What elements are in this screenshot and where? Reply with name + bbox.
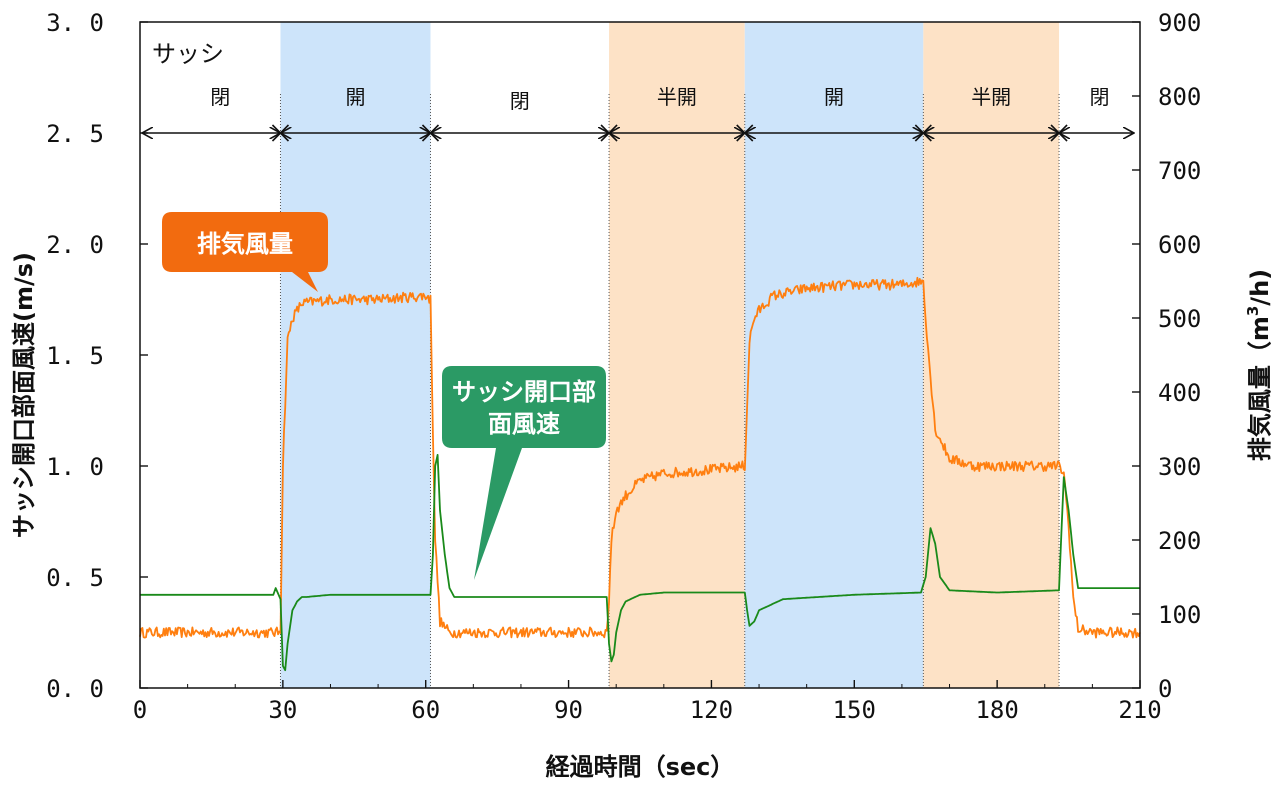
- right-y-axis-title: 排気風量（m3/h): [1244, 269, 1274, 461]
- phase-band-5: [923, 22, 1060, 688]
- callout-velocity: サッシ開口部 面風速: [442, 366, 606, 580]
- phase-label-3: 半開: [657, 85, 697, 109]
- y-right-tick-label-0: 0: [1158, 675, 1172, 703]
- x-tick-label-0: 0: [133, 696, 147, 724]
- left-y-axis: 0. 0 0. 5 1. 0 1. 5 2. 0 2. 5 3. 0: [46, 9, 148, 703]
- phase-bands: [280, 22, 1060, 688]
- callout-velocity-line1: サッシ開口部: [452, 378, 596, 406]
- phase-band-3: [609, 22, 745, 688]
- exhaust-flow-line: [139, 276, 1141, 639]
- x-tick-label-7: 210: [1118, 696, 1161, 724]
- y-right-tick-label-2: 200: [1158, 527, 1201, 555]
- callout-velocity-bubble: [442, 366, 606, 580]
- callout-velocity-line2: 面風速: [488, 410, 560, 438]
- callout-exhaust: 排気風量: [162, 212, 328, 292]
- x-axis-title: 経過時間（sec）: [546, 753, 735, 781]
- phase-band-1: [280, 22, 431, 688]
- left-y-axis-title: サッシ開口部面風速(m/s): [10, 252, 38, 538]
- phase-label-6: 閉: [1090, 85, 1110, 109]
- phase-label-2: 閉: [510, 89, 530, 113]
- right-y-axis-title-tail: /h): [1246, 269, 1274, 306]
- phase-label-4: 開: [824, 85, 844, 109]
- phase-label-5: 半開: [971, 85, 1011, 109]
- y-left-tick-label-1: 0. 5: [46, 564, 104, 592]
- x-tick-label-5: 150: [833, 696, 876, 724]
- x-tick-label-6: 180: [975, 696, 1018, 724]
- callout-exhaust-bubble: [162, 212, 328, 292]
- y-right-tick-label-4: 400: [1158, 379, 1201, 407]
- y-right-tick-label-8: 800: [1158, 83, 1201, 111]
- y-right-tick-label-9: 900: [1158, 9, 1201, 37]
- y-left-tick-label-3: 1. 5: [46, 342, 104, 370]
- y-left-tick-label-6: 3. 0: [46, 9, 104, 37]
- phase-band-4: [744, 22, 924, 688]
- y-right-tick-label-5: 500: [1158, 305, 1201, 333]
- series-lines: [139, 276, 1141, 672]
- sash-title: サッシ: [152, 40, 224, 68]
- right-y-axis-title-sup: 3: [1244, 306, 1262, 316]
- callout-exhaust-label: 排気風量: [197, 230, 293, 258]
- y-left-tick-label-5: 2. 5: [46, 120, 104, 148]
- phase-arrows: [142, 124, 1134, 142]
- y-left-tick-label-2: 1. 0: [46, 453, 104, 481]
- phase-label-1: 開: [345, 85, 365, 109]
- y-left-tick-label-0: 0. 0: [46, 675, 104, 703]
- x-tick-label-4: 120: [690, 696, 733, 724]
- x-tick-label-1: 30: [268, 696, 297, 724]
- y-right-tick-label-1: 100: [1158, 601, 1201, 629]
- phase-label-0: 閉: [210, 85, 230, 109]
- y-left-tick-label-4: 2. 0: [46, 231, 104, 259]
- x-axis: 0 30 60 90 120 150 180 210: [133, 680, 1162, 724]
- y-right-tick-label-3: 300: [1158, 453, 1201, 481]
- right-y-axis-title-main: 排気風量（m: [1246, 316, 1274, 461]
- right-y-axis: 0 100 200 300 400 500 600 700 800 900: [1132, 9, 1201, 703]
- x-tick-label-2: 60: [411, 696, 440, 724]
- x-tick-label-3: 90: [554, 696, 583, 724]
- y-right-tick-label-6: 600: [1158, 231, 1201, 259]
- sash-velocity-line: [140, 453, 1140, 672]
- y-right-tick-label-7: 700: [1158, 157, 1201, 185]
- phase-labels: 閉 開 閉 半開 開 半開 閉: [210, 85, 1109, 113]
